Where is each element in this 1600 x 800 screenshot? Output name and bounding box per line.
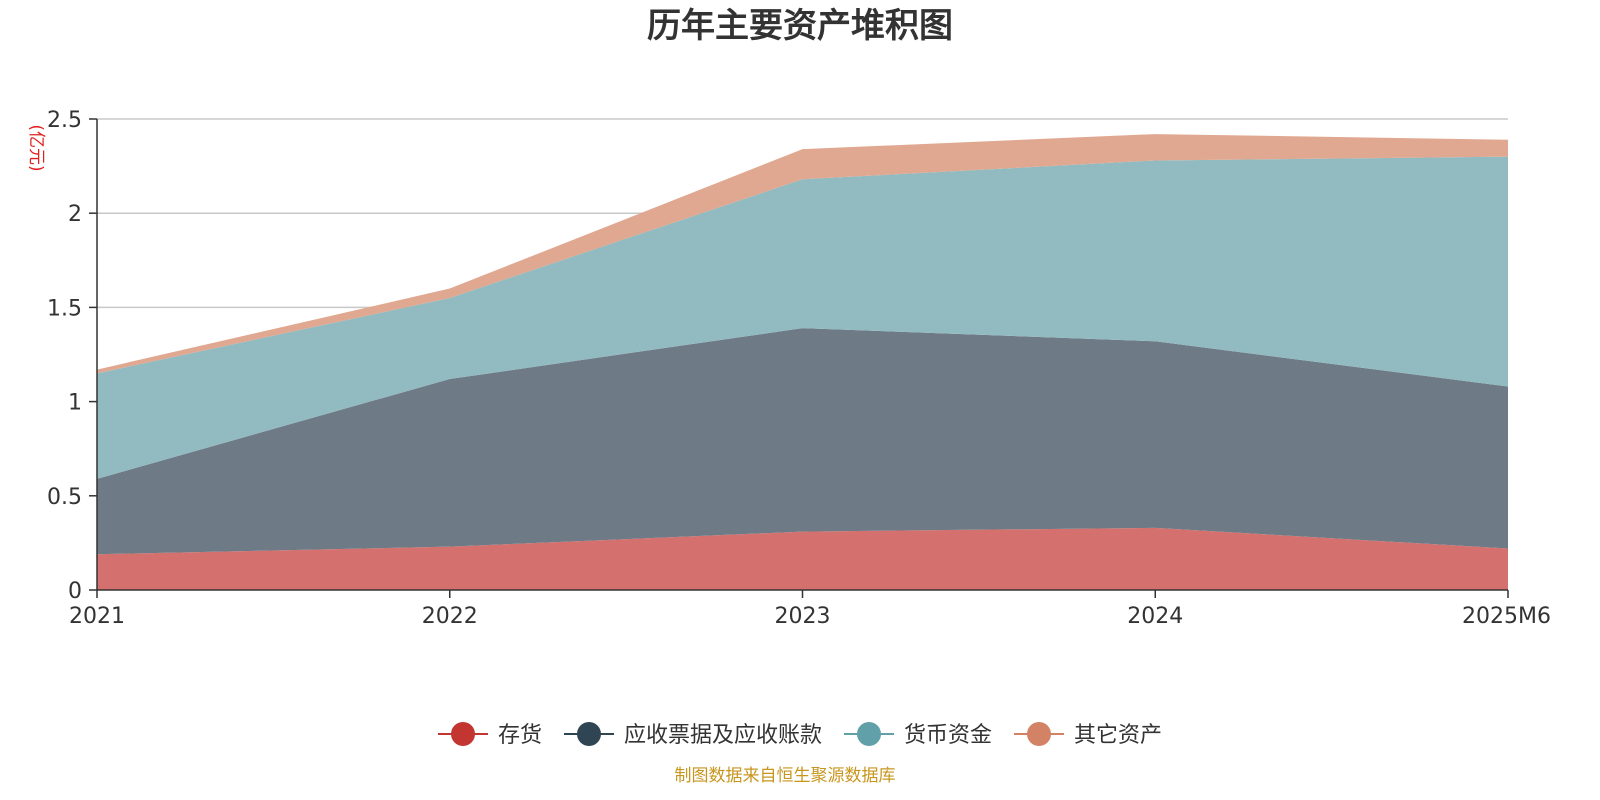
y-tick-label-5: 2.5 xyxy=(47,108,82,133)
area-series-1 xyxy=(97,328,1508,555)
legend-label-2: 货币资金 xyxy=(904,723,992,748)
legend-label-3: 其它资产 xyxy=(1074,723,1162,748)
area-series-layer xyxy=(97,134,1508,590)
legend-marker-1 xyxy=(577,722,601,746)
legend-item-2[interactable]: 货币资金 xyxy=(844,722,992,748)
axes: 0 0.5 1 1.5 2 2.5 2021 2022 2023 2024 2025M6 xyxy=(47,108,1551,629)
area-series-0 xyxy=(97,527,1508,590)
legend-item-0[interactable]: 存货 xyxy=(438,722,542,748)
x-tick-label-2: 2023 xyxy=(775,604,831,629)
chart-title: 历年主要资产堆积图 xyxy=(647,6,953,46)
y-tick-label-1: 0.5 xyxy=(47,485,82,510)
legend-item-3[interactable]: 其它资产 xyxy=(1014,722,1162,748)
y-tick-label-4: 2 xyxy=(68,202,82,227)
x-tick-label-3: 2024 xyxy=(1127,604,1183,629)
y-tick-label-2: 1 xyxy=(68,391,82,416)
legend-label-1: 应收票据及应收账款 xyxy=(624,723,822,748)
legend-item-1[interactable]: 应收票据及应收账款 xyxy=(564,722,822,748)
y-tick-label-0: 0 xyxy=(68,579,82,604)
area-series-2 xyxy=(97,156,1508,479)
x-tick-label-4: 2025M6 xyxy=(1462,604,1551,629)
x-tick-label-0: 2021 xyxy=(69,604,125,629)
y-tick-label-3: 1.5 xyxy=(47,296,82,321)
x-tick-label-1: 2022 xyxy=(422,604,478,629)
area-series-3 xyxy=(97,134,1508,374)
legend-marker-0 xyxy=(451,722,475,746)
y-axis-unit-label: (亿元) xyxy=(26,124,46,171)
legend[interactable]: 存货 应收票据及应收账款 货币资金 其它资产 xyxy=(438,722,1162,748)
legend-label-0: 存货 xyxy=(498,723,542,748)
data-source-note: 制图数据来自恒生聚源数据库 xyxy=(675,766,896,786)
legend-marker-3 xyxy=(1027,722,1051,746)
legend-marker-2 xyxy=(857,722,881,746)
